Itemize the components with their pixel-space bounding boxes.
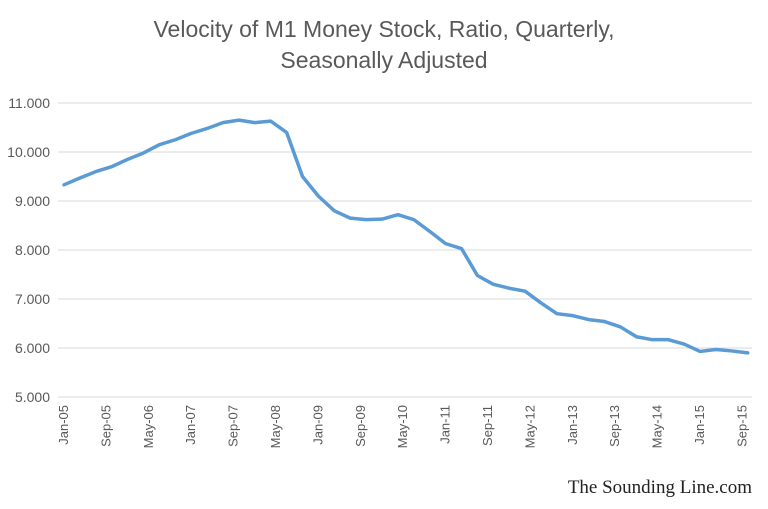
x-tick-label: May-06 [141,405,156,448]
x-tick-label: Sep-07 [226,405,241,447]
x-tick-label: Sep-15 [734,405,749,447]
y-tick-label: 7.000 [15,291,50,307]
x-tick-label: May-12 [522,405,537,448]
x-tick-label: Jan-13 [565,405,580,445]
y-tick-label: 6.000 [15,340,50,356]
y-tick-label: 8.000 [15,242,50,258]
x-tick-label: Sep-13 [607,405,622,447]
x-tick-label: Jan-09 [310,405,325,445]
watermark: The Sounding Line.com [567,477,752,498]
x-tick-label: Sep-09 [353,405,368,447]
x-tick-label: May-14 [650,405,665,448]
x-tick-label: Jan-15 [692,405,707,445]
x-tick-label: May-10 [395,405,410,448]
y-tick-label: 9.000 [15,193,50,209]
x-tick-label: Sep-11 [480,405,495,446]
x-tick-label: May-08 [268,405,283,448]
series-line [62,118,750,355]
x-tick-label: Jan-05 [56,405,71,445]
y-tick-label: 10.000 [7,144,50,160]
y-tick-label: 11.000 [8,95,50,111]
chart-title: Velocity of M1 Money Stock, Ratio, Quart… [0,14,768,76]
x-tick-label: Jan-11 [438,405,453,444]
chart-subtitle: Seasonally Adjusted [280,47,488,73]
x-tick-label: Jan-07 [183,405,198,445]
y-tick-label: 5.000 [15,389,50,405]
chart-title-line1: Velocity of M1 Money Stock, Ratio, Quart… [153,16,615,42]
x-tick-label: Sep-05 [98,405,113,447]
